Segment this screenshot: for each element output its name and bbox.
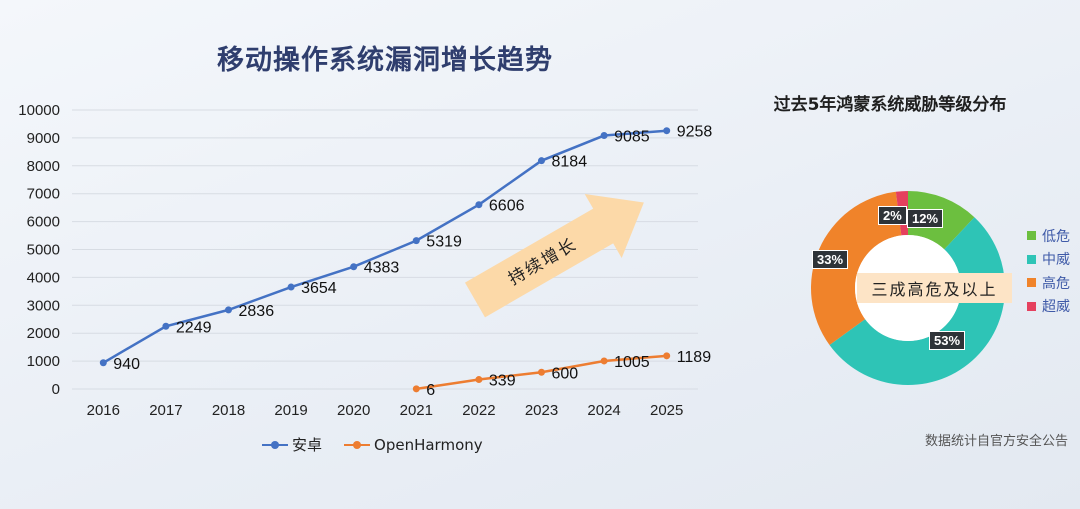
line-legend: 安卓 OpenHarmony [262,434,483,455]
data-point-android [600,132,608,140]
pie-label-low: 12% [907,209,944,228]
pie-legend-item-mid: 中威 [1027,248,1070,272]
pie-legend-label-super: 超威 [1042,299,1070,316]
y-tick-label: 1000 [27,353,60,370]
x-tick-label: 2023 [525,402,558,419]
x-tick-label: 2019 [274,402,307,419]
x-tick-label: 2017 [149,402,182,419]
legend-marker-openharmony [344,440,371,449]
pie-legend: 低危 中威 高危 超威 [1027,224,1070,318]
data-point-openharmony [663,352,671,360]
y-tick-label: 6000 [27,214,60,231]
data-label-android: 9085 [614,129,650,146]
data-label-openharmony: 339 [489,373,516,390]
line-chart-title: 移动操作系统漏洞增长趋势 [217,45,553,76]
growth-arrow: 持续增长 [465,193,644,318]
data-point-openharmony [600,357,608,365]
y-tick-label: 9000 [27,130,60,147]
data-label-android: 9258 [677,124,713,141]
data-label-android: 940 [113,356,140,373]
data-point-android [475,201,483,209]
y-tick-label: 10000 [18,102,60,119]
legend-label-openharmony: OpenHarmony [374,435,483,454]
pie-center-label: 三成高危及以上 [857,273,1012,303]
pie-legend-item-low: 低危 [1027,224,1070,248]
data-point-android [162,322,170,330]
pie-chart-title: 过去5年鸿蒙系统威胁等级分布 [773,95,1007,115]
data-point-android [99,359,107,367]
data-point-openharmony [475,376,483,384]
pie-label-super: 2% [878,206,907,225]
pie-legend-label-mid: 中威 [1042,252,1070,269]
data-point-android [287,283,295,291]
series-line-android [102,129,667,364]
x-tick-label: 2020 [337,402,370,419]
y-tick-label: 4000 [27,269,60,286]
x-tick-label: 2024 [587,402,620,419]
x-tick-label: 2022 [462,402,495,419]
legend-marker-android [262,440,288,449]
data-label-openharmony: 6 [426,382,435,399]
y-tick-label: 8000 [27,158,60,175]
pie-legend-swatch-low [1027,231,1036,241]
data-label-android: 2249 [176,319,212,336]
data-label-android: 6606 [489,198,525,215]
pie-legend-swatch-super [1027,301,1036,311]
data-label-openharmony: 1005 [614,354,650,371]
legend-label-android: 安卓 [292,436,323,454]
data-label-openharmony: 600 [552,365,579,382]
data-point-android [225,306,232,314]
data-point-android [663,127,671,135]
y-tick-label: 5000 [27,242,60,259]
y-tick-label: 7000 [27,186,60,203]
pie-legend-swatch-mid [1027,254,1036,264]
y-tick-label: 2000 [27,325,60,342]
pie-slice-high [810,191,902,346]
data-point-android [538,157,545,165]
x-tick-label: 2021 [400,402,433,419]
data-point-android [350,263,358,271]
legend-item-android: 安卓 [262,434,322,455]
x-tick-label: 2018 [212,402,245,419]
data-label-android: 4383 [364,260,400,277]
data-label-openharmony: 1189 [677,349,712,366]
data-label-android: 5319 [426,234,462,251]
x-tick-label: 2016 [87,402,120,419]
data-label-android: 3654 [301,280,337,297]
data-label-android: 8184 [552,154,588,171]
pie-label-high: 33% [812,250,849,269]
data-point-android [412,237,420,245]
source-note: 数据统计自官方安全公告 [924,434,1068,449]
pie-label-mid: 53% [929,331,966,350]
legend-item-openharmony: OpenHarmony [344,434,483,455]
pie-legend-item-high: 高危 [1027,271,1070,295]
x-tick-label: 2025 [650,402,683,419]
data-point-openharmony [538,368,545,376]
y-tick-label: 3000 [27,297,60,314]
pie-legend-label-low: 低危 [1042,228,1070,245]
pie-legend-label-high: 高危 [1042,275,1070,292]
growth-arrow-shape [465,193,644,318]
data-label-android: 2836 [239,303,275,320]
data-point-openharmony [412,385,420,393]
y-tick-label: 0 [52,381,60,398]
pie-legend-item-super: 超威 [1027,295,1070,319]
pie-legend-swatch-high [1027,278,1036,288]
